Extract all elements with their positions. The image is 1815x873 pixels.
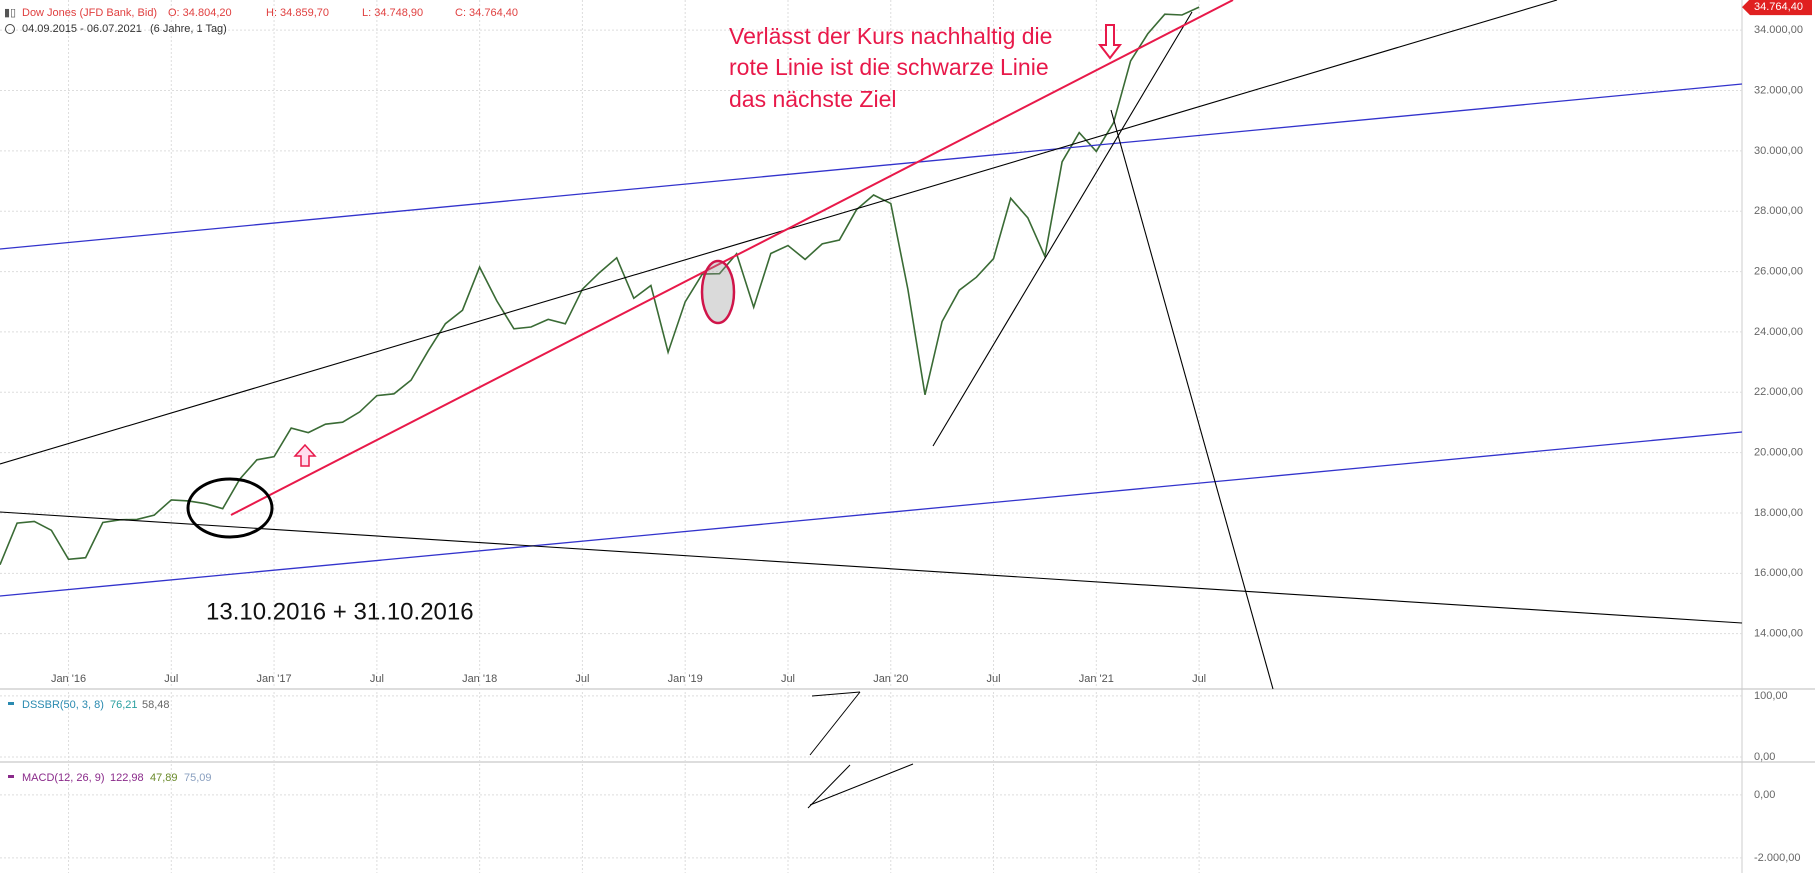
y-tick-label: 24.000,00 <box>1754 326 1803 338</box>
annotation: das nächste Ziel <box>729 86 896 112</box>
indicator-reading: 47,89 <box>150 772 178 784</box>
y-tick-label: 22.000,00 <box>1754 386 1803 398</box>
x-tick-label: Jan '17 <box>257 673 292 685</box>
trend-line <box>809 691 861 756</box>
x-tick-label: Jul <box>781 673 795 685</box>
y-tick-label: 18.000,00 <box>1754 507 1803 519</box>
indicator-reading: 76,21 <box>110 699 138 711</box>
trend-lines <box>0 0 1743 809</box>
y-tick-label: 16.000,00 <box>1754 567 1803 579</box>
y-tick-label: 34.000,00 <box>1754 24 1803 36</box>
trend-line <box>0 0 1558 465</box>
legend-swatch <box>8 702 14 705</box>
trend-line <box>0 431 1743 597</box>
trend-line <box>811 691 861 697</box>
arrow-down <box>1097 24 1123 60</box>
price-line <box>0 6 1200 566</box>
date-range: 04.09.2015 - 06.07.2021 <box>22 23 142 35</box>
last-price-label: 34.764,40 <box>1754 1 1803 13</box>
annotation: 13.10.2016 + 31.10.2016 <box>206 598 474 625</box>
y-tick-label: 100,00 <box>1754 690 1788 702</box>
highlight-ellipse <box>700 259 736 325</box>
indicator-title: DSSBR(50, 3, 8) <box>22 699 104 711</box>
low: L: 34.748,90 <box>362 7 423 19</box>
trend-line <box>807 764 851 809</box>
x-tick-label: Jan '20 <box>873 673 908 685</box>
high: H: 34.859,70 <box>266 7 329 19</box>
plot <box>0 6 1200 566</box>
clock-icon <box>5 24 15 34</box>
last-price-tag <box>1742 0 1812 16</box>
x-tick-label: Jan '18 <box>462 673 497 685</box>
trend-line <box>1110 109 1274 690</box>
x-tick-label: Jan '19 <box>668 673 703 685</box>
indicator-reading: 122,98 <box>110 772 144 784</box>
x-tick-label: Jul <box>987 673 1001 685</box>
highlight-ellipse <box>186 477 274 539</box>
trend-line <box>0 83 1743 250</box>
legend-swatch <box>8 775 14 778</box>
trend-line <box>0 511 1743 624</box>
x-tick-label: Jul <box>575 673 589 685</box>
y-tick-label: 0,00 <box>1754 789 1775 801</box>
x-tick-label: Jul <box>1192 673 1206 685</box>
trend-line <box>809 763 914 806</box>
indicator-reading: 58,48 <box>142 699 170 711</box>
y-tick-label: 30.000,00 <box>1754 145 1803 157</box>
indicator-reading: 75,09 <box>184 772 212 784</box>
x-tick-label: Jul <box>164 673 178 685</box>
trend-line <box>230 0 1234 516</box>
y-tick-label: 26.000,00 <box>1754 265 1803 277</box>
indicator-title: MACD(12, 26, 9) <box>22 772 105 784</box>
arrow-up <box>293 443 317 467</box>
y-tick-label: 0,00 <box>1754 751 1775 763</box>
x-tick-label: Jul <box>370 673 384 685</box>
y-tick-label: 14.000,00 <box>1754 628 1803 640</box>
open: O: 34.804,20 <box>168 7 232 19</box>
instrument: Dow Jones (JFD Bank, Bid) <box>22 7 157 19</box>
y-tick-label: -2.000,00 <box>1754 852 1800 864</box>
period: (6 Jahre, 1 Tag) <box>150 23 227 35</box>
trend-line <box>932 11 1193 447</box>
icon: ▮▯ <box>4 7 16 19</box>
x-tick-label: Jan '16 <box>51 673 86 685</box>
close: C: 34.764,40 <box>455 7 518 19</box>
y-tick-label: 32.000,00 <box>1754 84 1803 96</box>
y-tick-label: 20.000,00 <box>1754 447 1803 459</box>
y-tick-label: 28.000,00 <box>1754 205 1803 217</box>
annotation: Verlässt der Kurs nachhaltig die <box>729 23 1052 49</box>
annotation: rote Linie ist die schwarze Linie <box>729 54 1049 80</box>
x-tick-label: Jan '21 <box>1079 673 1114 685</box>
